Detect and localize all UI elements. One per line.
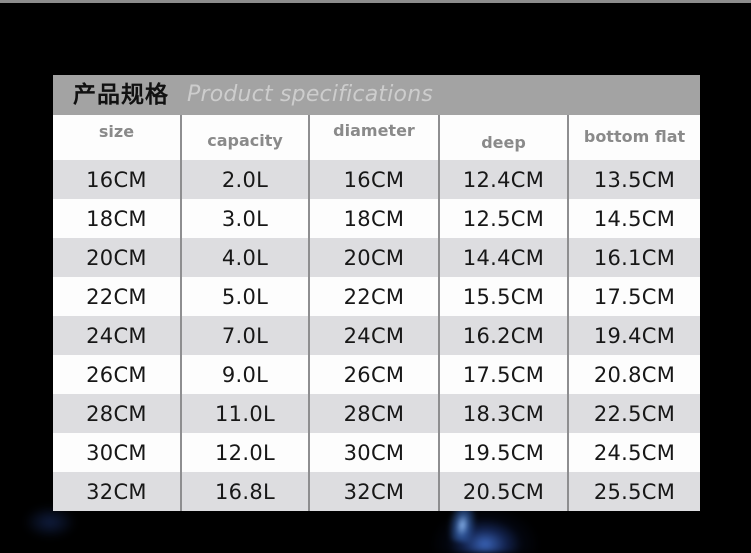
cell-diameter: 24CM <box>308 316 439 355</box>
cell-diameter: 20CM <box>308 238 439 277</box>
cell-diameter: 28CM <box>308 394 439 433</box>
spec-title-chinese: 产品规格 <box>73 81 169 108</box>
table-row: 18CM 3.0L 18CM 12.5CM 14.5CM <box>53 199 700 238</box>
cell-size: 26CM <box>86 362 147 387</box>
cell-capacity: 4.0L <box>180 238 309 277</box>
column-header-deep: deep <box>438 115 568 160</box>
cell-deep: 17.5CM <box>438 355 568 394</box>
column-header-size-label: size <box>98 122 135 141</box>
cell-deep: 12.5CM <box>438 199 568 238</box>
specifications-table-body: 16CM 2.0L 16CM 12.4CM 13.5CM 18CM 3.0L 1… <box>53 160 700 511</box>
table-row: 26CM 9.0L 26CM 17.5CM 20.8CM <box>53 355 700 394</box>
cell-bottom-flat: 13.5CM <box>567 160 700 199</box>
column-header-capacity-label: capacity <box>207 131 283 150</box>
table-row: 30CM 12.0L 30CM 19.5CM 24.5CM <box>53 433 700 472</box>
cell-deep: 19.5CM <box>438 433 568 472</box>
cell-deep: 16.2CM <box>438 316 568 355</box>
cell-bottom-flat: 14.5CM <box>567 199 700 238</box>
cell-size: 16CM <box>86 167 147 192</box>
table-row: 24CM 7.0L 24CM 16.2CM 19.4CM <box>53 316 700 355</box>
cell-size: 24CM <box>86 323 147 348</box>
cell-bottom-flat: 25.5CM <box>567 472 700 511</box>
column-header-deep-label: deep <box>481 133 526 152</box>
column-header-size: size <box>53 115 181 160</box>
cell-diameter: 32CM <box>308 472 439 511</box>
cell-capacity: 2.0L <box>180 160 309 199</box>
table-row: 32CM 16.8L 32CM 20.5CM 25.5CM <box>53 472 700 511</box>
spec-title-english: Product specifications <box>187 82 434 107</box>
cell-deep: 15.5CM <box>438 277 568 316</box>
cell-deep: 20.5CM <box>438 472 568 511</box>
cell-bottom-flat: 24.5CM <box>567 433 700 472</box>
cell-diameter: 22CM <box>308 277 439 316</box>
cell-capacity: 11.0L <box>180 394 309 433</box>
cell-capacity: 3.0L <box>180 199 309 238</box>
cell-diameter: 30CM <box>308 433 439 472</box>
cell-capacity: 5.0L <box>180 277 309 316</box>
column-header-bottom-flat-label: bottom flat <box>583 127 686 146</box>
cell-deep: 18.3CM <box>438 394 568 433</box>
cell-capacity: 12.0L <box>180 433 309 472</box>
cell-size: 18CM <box>86 206 147 231</box>
table-row: 22CM 5.0L 22CM 15.5CM 17.5CM <box>53 277 700 316</box>
cell-size: 20CM <box>86 245 147 270</box>
column-header-bottom-flat: bottom flat <box>567 115 700 160</box>
spec-title-band: 产品规格 Product specifications <box>53 75 700 115</box>
column-header-capacity: capacity <box>180 115 309 160</box>
cell-size: 30CM <box>86 440 147 465</box>
table-header-row: size capacity diameter deep bottom flat <box>53 115 700 160</box>
column-header-diameter: diameter <box>308 115 439 160</box>
cell-deep: 14.4CM <box>438 238 568 277</box>
cell-size: 32CM <box>86 479 147 504</box>
cell-capacity: 16.8L <box>180 472 309 511</box>
cell-size: 28CM <box>86 401 147 426</box>
cell-diameter: 26CM <box>308 355 439 394</box>
cell-bottom-flat: 20.8CM <box>567 355 700 394</box>
cell-size: 22CM <box>86 284 147 309</box>
table-row: 20CM 4.0L 20CM 14.4CM 16.1CM <box>53 238 700 277</box>
table-row: 16CM 2.0L 16CM 12.4CM 13.5CM <box>53 160 700 199</box>
cell-bottom-flat: 22.5CM <box>567 394 700 433</box>
cell-bottom-flat: 19.4CM <box>567 316 700 355</box>
cell-diameter: 18CM <box>308 199 439 238</box>
cell-capacity: 7.0L <box>180 316 309 355</box>
cell-capacity: 9.0L <box>180 355 309 394</box>
column-header-diameter-label: diameter <box>333 121 415 140</box>
cell-bottom-flat: 17.5CM <box>567 277 700 316</box>
top-edge-strip <box>0 0 751 3</box>
cell-bottom-flat: 16.1CM <box>567 238 700 277</box>
cell-diameter: 16CM <box>308 160 439 199</box>
product-specifications-card: 产品规格 Product specifications size capacit… <box>53 75 700 511</box>
table-row: 28CM 11.0L 28CM 18.3CM 22.5CM <box>53 394 700 433</box>
background-glow-left <box>20 505 80 539</box>
cell-deep: 12.4CM <box>438 160 568 199</box>
specifications-table: size capacity diameter deep bottom flat … <box>53 115 700 511</box>
